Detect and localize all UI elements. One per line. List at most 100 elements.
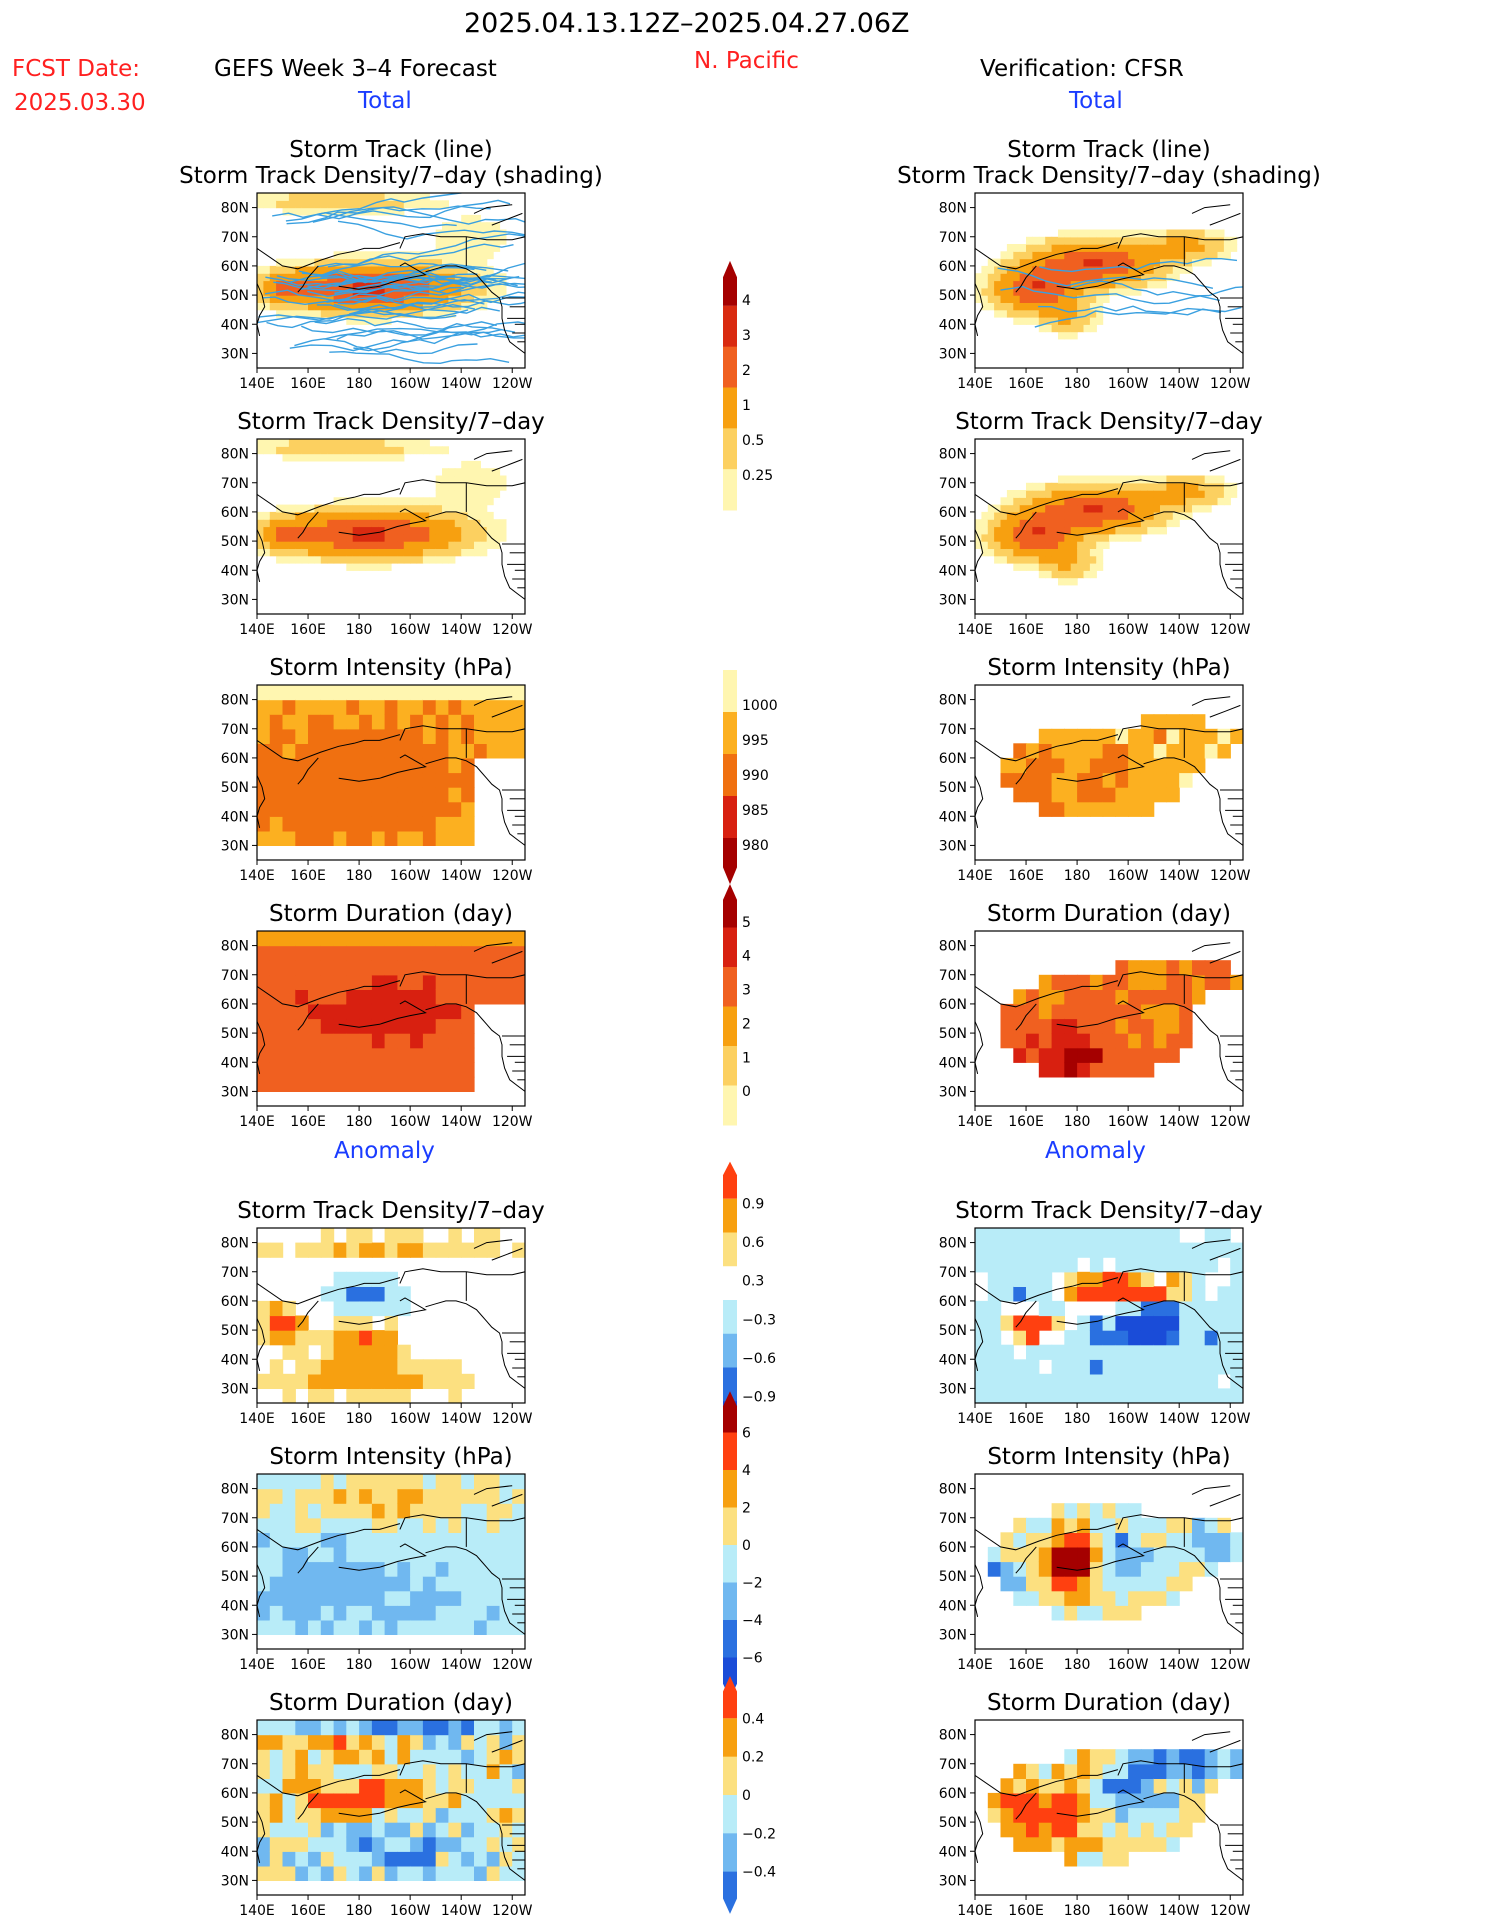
field-cell [1179, 1033, 1193, 1049]
field-cell [1077, 309, 1085, 318]
field-cell [486, 1474, 501, 1490]
field-cell [269, 945, 284, 961]
field-cell [435, 830, 450, 846]
field-cell [981, 280, 989, 289]
field-cell [282, 931, 296, 947]
field-cell [448, 945, 462, 961]
field-cell [1166, 1257, 1180, 1273]
field-cell [499, 1865, 513, 1881]
field-cell [257, 685, 271, 701]
field-cell [416, 533, 424, 542]
field-cell [333, 193, 341, 201]
field-cell [371, 446, 379, 455]
field-cell [1038, 490, 1046, 498]
field-cell [461, 287, 469, 296]
field-cell [403, 200, 411, 209]
field-cell [346, 526, 354, 535]
field-cell [308, 1865, 322, 1881]
field-cell [1013, 251, 1021, 260]
storm-track-line [1039, 257, 1238, 273]
field-cell [486, 244, 494, 252]
field-cell [422, 714, 437, 730]
field-cell [448, 685, 462, 701]
field-cell [1000, 555, 1008, 564]
field-cell [448, 526, 456, 535]
field-cell [391, 251, 398, 260]
field-cell [448, 251, 456, 260]
field-cell [1038, 1388, 1053, 1403]
field-cell [435, 258, 443, 267]
coastline [399, 1760, 525, 1776]
field-cell [352, 302, 360, 311]
field-cell [1038, 265, 1046, 274]
field-cell [295, 1503, 309, 1519]
field-cell [461, 222, 469, 231]
field-cell [282, 1344, 296, 1360]
field-cell [1179, 772, 1193, 788]
field-cell [1013, 258, 1021, 267]
field-cell [499, 1532, 513, 1548]
field-cell [333, 714, 347, 730]
field-cell [454, 541, 462, 549]
field-cell [474, 1763, 488, 1779]
coastline [1056, 262, 1145, 290]
field-cell [486, 519, 494, 528]
field-cell [1102, 1532, 1116, 1548]
field-cell [346, 714, 360, 730]
field-cell [333, 453, 341, 462]
coastline [257, 1523, 401, 1551]
field-cell [359, 1778, 373, 1794]
field-cell [1166, 1315, 1180, 1331]
field-cell [295, 504, 303, 513]
field-cell [1058, 577, 1065, 586]
field-cell [1160, 497, 1167, 506]
field-cell [365, 541, 373, 549]
field-cell [340, 548, 347, 557]
coastline [1143, 1003, 1243, 1092]
field-cell [454, 244, 462, 252]
field-cell [1045, 519, 1053, 528]
field-cell [1223, 482, 1231, 491]
field-cell [282, 207, 290, 216]
field-cell [1211, 482, 1219, 491]
field-cell [308, 1047, 322, 1063]
field-cell [384, 757, 398, 774]
field-cell [1006, 526, 1014, 535]
field-cell [1230, 1546, 1243, 1563]
field-cell [1026, 482, 1033, 491]
x-tick-label: 120W [492, 1411, 533, 1427]
field-cell [1192, 1330, 1206, 1346]
field-cell [1128, 1763, 1142, 1779]
field-cell [359, 519, 367, 528]
field-cell [975, 519, 982, 528]
field-cell [320, 1503, 335, 1519]
x-tick-label: 160E [1008, 868, 1044, 884]
field-cell [416, 548, 424, 557]
field-cell [461, 1576, 475, 1592]
field-cell [333, 1763, 347, 1779]
field-cell [269, 974, 284, 990]
field-cell [1230, 1388, 1243, 1403]
panel-cfsr-7: 140E 160E 180 160W 140W 120W80N70N60N50N40N30… [939, 1719, 1251, 1919]
field-cell [1102, 280, 1110, 289]
field-cell [333, 1003, 347, 1020]
panel-cfsr-6: 140E 160E 180 160W 140W 120W80N70N60N50N40N30… [939, 1473, 1251, 1673]
coastline [975, 1277, 1119, 1305]
field-cell [1032, 280, 1040, 289]
field-cell [1102, 1286, 1116, 1302]
field-cell [1115, 960, 1129, 976]
field-cell [308, 1018, 322, 1034]
x-tick-label: 140W [441, 1657, 482, 1673]
field-cell [1128, 526, 1136, 535]
field-cell [1038, 280, 1046, 289]
y-tick-label: 50N [939, 288, 967, 304]
field-cell [1000, 258, 1008, 267]
field-cell [410, 699, 424, 715]
field-cell [416, 302, 424, 311]
field-cell [1204, 1373, 1219, 1389]
y-tick-label: 80N [939, 201, 967, 217]
field-cell [1153, 265, 1161, 274]
field-cell [269, 1373, 284, 1389]
field-cell [288, 548, 296, 557]
field-cell [410, 533, 418, 542]
